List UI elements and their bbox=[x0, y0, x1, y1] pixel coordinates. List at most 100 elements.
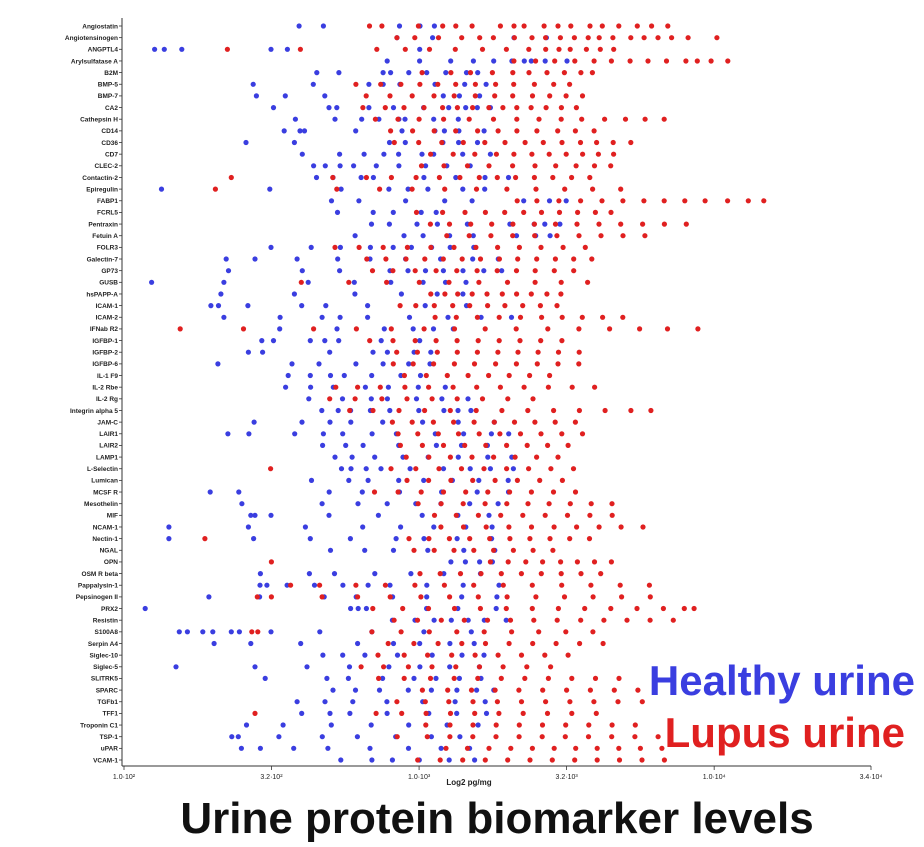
y-tick-label: LAIR1 bbox=[99, 431, 118, 438]
data-point bbox=[477, 256, 484, 262]
data-point bbox=[224, 46, 230, 52]
data-point bbox=[239, 501, 245, 507]
data-point bbox=[257, 571, 263, 577]
data-point bbox=[417, 338, 423, 344]
data-point bbox=[493, 605, 499, 612]
data-point bbox=[445, 314, 451, 320]
data-point bbox=[437, 571, 443, 577]
data-point bbox=[372, 454, 378, 460]
data-point bbox=[442, 384, 448, 390]
data-point bbox=[415, 431, 421, 437]
data-point bbox=[586, 722, 592, 728]
data-point bbox=[590, 594, 596, 600]
data-point bbox=[435, 431, 441, 437]
data-point bbox=[283, 384, 289, 390]
data-point bbox=[475, 70, 481, 76]
data-point bbox=[493, 151, 499, 157]
data-point bbox=[319, 734, 325, 740]
data-point bbox=[542, 221, 548, 227]
data-point bbox=[215, 361, 221, 367]
data-point bbox=[542, 512, 548, 518]
data-point bbox=[338, 466, 345, 472]
data-point bbox=[551, 524, 557, 530]
data-point bbox=[355, 384, 361, 390]
data-point bbox=[377, 384, 383, 390]
data-point bbox=[582, 605, 588, 612]
data-point bbox=[381, 664, 387, 670]
data-point bbox=[431, 547, 437, 553]
data-point bbox=[430, 419, 436, 425]
data-point bbox=[390, 105, 397, 111]
data-point bbox=[235, 734, 241, 740]
data-point bbox=[591, 559, 598, 565]
data-point bbox=[401, 372, 407, 379]
data-point bbox=[583, 46, 590, 52]
data-point bbox=[446, 699, 452, 705]
data-point bbox=[454, 105, 460, 111]
data-point bbox=[396, 23, 403, 29]
data-point bbox=[472, 151, 478, 157]
data-point bbox=[397, 442, 403, 448]
data-point bbox=[262, 675, 268, 682]
data-point bbox=[326, 105, 332, 111]
data-point bbox=[579, 431, 586, 437]
data-point bbox=[574, 221, 580, 227]
data-point bbox=[346, 279, 352, 285]
data-point bbox=[640, 524, 646, 530]
data-point bbox=[474, 105, 480, 111]
data-point bbox=[536, 116, 542, 122]
y-tick-label: OSM R beta bbox=[82, 571, 119, 578]
data-point bbox=[379, 23, 385, 29]
y-tick-label: ICAM-1 bbox=[96, 303, 119, 310]
data-point bbox=[365, 303, 371, 309]
data-point bbox=[431, 361, 437, 367]
data-point bbox=[592, 209, 599, 215]
data-point bbox=[464, 163, 471, 169]
data-point bbox=[497, 23, 503, 29]
data-point bbox=[445, 687, 451, 693]
data-point bbox=[257, 745, 263, 751]
data-point bbox=[660, 605, 667, 612]
data-point bbox=[268, 559, 274, 565]
data-point bbox=[503, 617, 509, 623]
data-point bbox=[466, 116, 472, 122]
data-point bbox=[467, 303, 473, 309]
data-point bbox=[435, 81, 441, 87]
data-point bbox=[413, 466, 419, 472]
data-point bbox=[459, 256, 465, 262]
data-point bbox=[206, 594, 212, 600]
data-point bbox=[545, 675, 552, 682]
data-point bbox=[522, 139, 528, 146]
data-point bbox=[270, 105, 277, 111]
data-point bbox=[450, 303, 456, 309]
data-point bbox=[358, 174, 364, 181]
data-point bbox=[496, 338, 502, 344]
data-point bbox=[406, 536, 412, 542]
data-point bbox=[642, 233, 648, 239]
data-point bbox=[510, 233, 516, 239]
data-point bbox=[569, 675, 575, 682]
data-point bbox=[440, 268, 446, 274]
data-point bbox=[373, 710, 379, 717]
data-point bbox=[366, 23, 373, 29]
data-point bbox=[291, 291, 297, 297]
data-point bbox=[585, 35, 591, 41]
data-point bbox=[378, 81, 384, 87]
data-point bbox=[415, 384, 421, 390]
data-point bbox=[469, 291, 475, 297]
legend-lupus: Lupus urine bbox=[665, 709, 905, 756]
data-point bbox=[609, 512, 615, 518]
data-point bbox=[600, 314, 606, 320]
data-point bbox=[422, 303, 428, 309]
y-tick-label: LAIR2 bbox=[99, 443, 118, 450]
data-point bbox=[486, 512, 492, 518]
data-point bbox=[555, 349, 562, 355]
data-point bbox=[476, 174, 482, 181]
y-tick-label: BMP-5 bbox=[98, 82, 119, 89]
data-point bbox=[473, 186, 480, 192]
data-point bbox=[565, 442, 571, 448]
data-point bbox=[531, 81, 538, 87]
data-point bbox=[362, 652, 368, 658]
data-point bbox=[457, 734, 463, 740]
data-point bbox=[496, 256, 502, 262]
